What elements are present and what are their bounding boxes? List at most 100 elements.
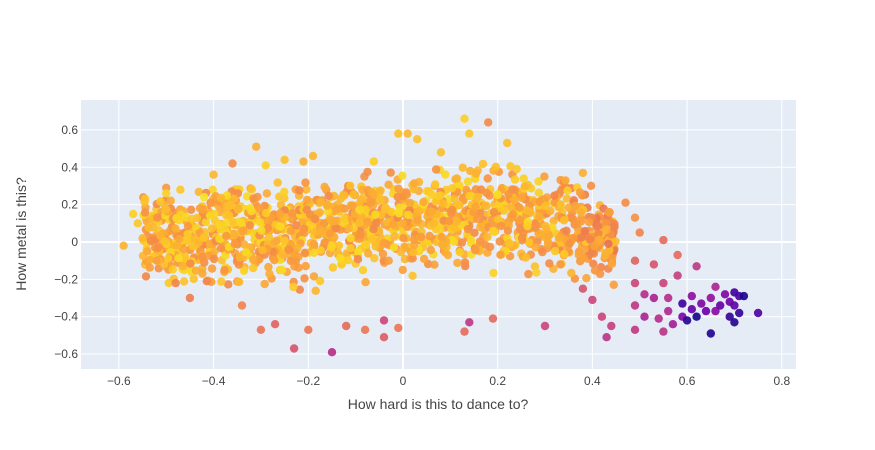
scatter-point (443, 250, 453, 260)
scatter-point (534, 229, 543, 239)
scatter-point (183, 229, 192, 239)
scatter-point (348, 201, 357, 210)
scatter-point (534, 188, 543, 197)
scatter-point (590, 266, 600, 275)
scatter-point (372, 218, 381, 228)
scatter-point (355, 205, 364, 215)
scatter-point (186, 259, 195, 268)
scatter-point (687, 291, 696, 301)
scatter-point (217, 277, 226, 286)
scatter-point (370, 254, 379, 263)
scatter-point (508, 185, 517, 194)
scatter-point (697, 299, 706, 308)
scatter-point (360, 325, 370, 334)
scatter-point (563, 186, 572, 195)
scatter-point (692, 262, 701, 271)
scatter-point (541, 201, 550, 211)
scatter-point (299, 157, 308, 166)
scatter-point (316, 197, 325, 206)
scatter-point (390, 232, 399, 241)
scatter-point (168, 265, 177, 274)
y-tick-label: −0.6 (54, 347, 78, 361)
scatter-point (242, 192, 252, 201)
scatter-point (229, 194, 239, 204)
y-tick-label: 0 (71, 235, 78, 249)
scatter-point (246, 204, 255, 213)
scatter-point (322, 201, 332, 210)
scatter-point (630, 213, 640, 222)
scatter-point (575, 188, 585, 197)
scatter-point (565, 239, 574, 248)
scatter-point (439, 199, 448, 208)
scatter-point (394, 184, 403, 193)
scatter-point (315, 208, 324, 217)
scatter-point (156, 197, 165, 206)
scatter-point (649, 260, 659, 269)
scatter-point (489, 226, 498, 236)
scatter-point (692, 312, 701, 321)
scatter-point (545, 259, 554, 268)
scatter-point (457, 238, 467, 247)
scatter-point (452, 216, 462, 226)
scatter-point (465, 318, 474, 327)
scatter-point (249, 255, 258, 264)
scatter-point (358, 266, 368, 275)
scatter-point (216, 225, 225, 234)
scatter-point (262, 189, 272, 198)
scatter-point (220, 266, 229, 275)
scatter-point (437, 232, 446, 242)
scatter-point (460, 258, 470, 267)
scatter-point (179, 277, 189, 286)
scatter-point (289, 344, 299, 353)
scatter-point (328, 263, 338, 272)
scatter-point (398, 171, 407, 180)
scatter-point (453, 258, 462, 268)
x-tick-label: −0.6 (107, 374, 131, 388)
scatter-point (140, 208, 150, 217)
scatter-point (425, 231, 434, 241)
scatter-point (311, 286, 320, 295)
scatter-point (215, 234, 224, 243)
scatter-point (510, 196, 519, 205)
scatter-point (394, 323, 403, 333)
scatter-point (145, 255, 155, 264)
scatter-point (602, 333, 611, 342)
scatter-point (326, 215, 335, 224)
scatter-point (525, 238, 534, 247)
scatter-point (208, 185, 217, 194)
scatter-point (659, 278, 668, 288)
scatter-point (256, 325, 266, 334)
scatter-point (286, 256, 295, 266)
scatter-point (301, 261, 310, 271)
scatter-point (739, 291, 749, 301)
scatter-point (367, 235, 377, 244)
scatter-point (445, 216, 454, 226)
scatter-point (300, 274, 309, 283)
scatter-point (171, 278, 180, 288)
scatter-point (273, 178, 282, 187)
scatter-point (431, 180, 440, 189)
y-tick-label: −0.2 (54, 272, 78, 286)
scatter-point (673, 271, 682, 280)
scatter-point (264, 262, 273, 272)
scatter-point (199, 192, 209, 202)
x-tick-label: 0.4 (584, 374, 601, 388)
scatter-point (562, 226, 571, 235)
scatter-point (249, 194, 258, 203)
scatter-point (687, 305, 696, 314)
scatter-point (369, 190, 378, 199)
y-tick-label: 0.6 (61, 123, 78, 137)
y-axis-title: How metal is this? (13, 177, 29, 291)
scatter-point (602, 225, 611, 234)
scatter-point (317, 227, 326, 236)
scatter-point (276, 222, 285, 231)
scatter-point (577, 233, 586, 242)
scatter-point (238, 226, 248, 236)
scatter-point (216, 193, 226, 203)
scatter-point (483, 232, 492, 241)
scatter-point (221, 219, 231, 228)
scatter-point (594, 222, 603, 231)
scatter-point (649, 293, 659, 303)
scatter-point (404, 210, 413, 220)
scatter-points (119, 114, 763, 357)
